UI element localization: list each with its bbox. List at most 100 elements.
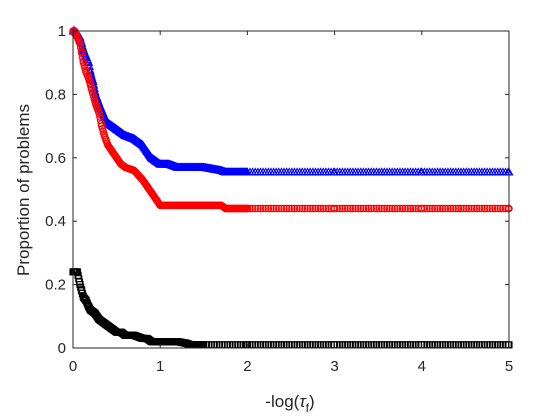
data-point [359,204,368,213]
data-point [314,204,322,213]
x-tick-label: 1 [156,358,164,375]
data-point [316,204,325,213]
data-point [404,204,412,213]
data-point [423,204,431,213]
data-point [444,204,452,213]
y-axis-label: Proportion of problems [14,104,33,276]
y-tick-label: 0.4 [45,213,66,230]
data-point [362,204,370,213]
data-point [351,204,360,213]
data-point [388,204,396,213]
data-point [96,113,104,121]
data-point [309,204,317,213]
data-point [483,204,491,213]
data-point [401,204,409,213]
data-point [280,204,288,213]
data-point [391,204,399,213]
data-point [446,204,455,213]
ticks-layer: 0 1 2 3 4 5 0 0.2 0.4 0.6 0.8 1 [45,23,513,375]
data-point [462,204,471,213]
y-tick-label: 0.2 [45,277,66,294]
data-point [459,204,468,213]
data-point [396,204,404,213]
data-point [78,53,87,61]
series-layer [68,26,514,349]
data-point [346,204,355,213]
plot-frame [72,30,510,349]
x-axis-label: -log(τf) [265,392,314,415]
data-point [475,204,484,213]
data-point [367,204,375,213]
data-point [330,204,339,213]
data-point [333,204,341,213]
data-point [267,204,275,213]
data-point [425,204,434,213]
x-tick-label: 4 [418,358,426,375]
data-point [264,204,273,213]
data-point [243,204,252,213]
data-point [380,204,389,213]
data-point [420,204,429,213]
data-point [377,204,386,213]
data-point [364,204,373,213]
data-point [409,204,417,213]
data-point [354,204,362,213]
data-point [480,204,489,213]
data-point [457,204,465,213]
y-tick-label: 1 [58,23,66,40]
data-point [311,204,320,213]
data-point [433,204,442,213]
data-point [322,204,330,213]
data-point [465,204,473,213]
y-tick-label: 0.8 [45,86,66,103]
data-point [338,204,347,213]
data-point [288,204,296,213]
data-point [493,204,502,213]
data-point [478,204,486,213]
y-tick-label: 0 [58,340,66,357]
data-point [383,204,391,213]
plot-background [73,31,509,348]
data-point [277,204,286,213]
data-point [295,204,304,213]
data-point [449,204,457,213]
data-point [406,204,415,213]
x-axis-label-main: -log( [265,392,299,411]
data-point [436,204,444,213]
data-point [398,204,407,213]
data-point [491,204,499,213]
data-point [285,204,294,213]
data-point [370,204,378,213]
y-tick-label: 0.6 [45,150,66,167]
data-point [486,204,494,213]
data-point [293,204,301,213]
data-point [306,204,314,213]
data-point [303,204,312,213]
data-point [301,204,309,213]
x-axis-label-close: ) [309,392,315,411]
x-tick-label: 0 [69,358,77,375]
data-point [272,204,280,213]
data-point [372,204,381,213]
data-point [298,204,307,213]
data-point [246,204,254,213]
data-point [452,204,460,213]
data-point [496,204,505,213]
data-point [76,39,84,48]
data-point [488,204,497,213]
data-point [375,204,383,213]
data-point [254,204,262,213]
x-tick-label: 3 [330,358,338,375]
data-point [349,204,357,213]
data-point [282,204,291,213]
x-axis-label-sub: f [306,401,310,415]
data-point [343,204,352,213]
data-point [385,204,394,213]
data-point [341,204,349,213]
data-point [275,204,283,213]
data-point [441,204,450,213]
data-point [248,204,257,213]
x-tick-label: 5 [505,358,513,375]
data-point [428,204,437,213]
